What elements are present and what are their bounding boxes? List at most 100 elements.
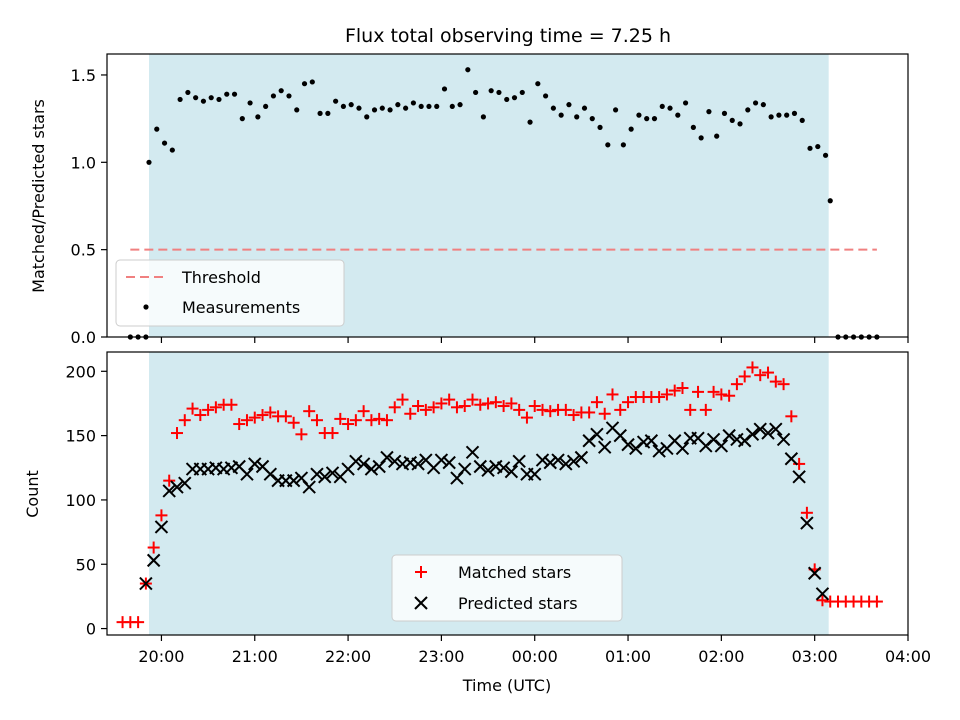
- predicted-star-point: [496, 461, 511, 475]
- matched-star-point: [147, 541, 160, 554]
- measurement-point: [752, 100, 759, 106]
- measurement-point: [504, 96, 510, 103]
- measurement-point: [768, 114, 774, 120]
- bottom-ytick-label: 200: [65, 362, 96, 381]
- predicted-star-point: [442, 455, 456, 470]
- matched-star-point: [279, 410, 292, 423]
- bottom-xtick-label: 01:00: [605, 647, 651, 666]
- matched-star-point: [653, 391, 666, 404]
- matched-star-point: [155, 509, 168, 522]
- measurement-point: [263, 103, 269, 110]
- measurement-point: [364, 114, 370, 120]
- matched-star-point: [497, 400, 510, 413]
- bottom-x-axis: 20:00 21:00 22:00 23:00 00:00 01:00 02:00 03:00…: [138, 635, 931, 666]
- matched-star-point: [505, 397, 518, 410]
- matched-star-point: [785, 410, 798, 423]
- top-ytick-label: 0.0: [71, 328, 96, 347]
- matched-star-point: [435, 397, 448, 410]
- bottom-xtick-label: 20:00: [138, 647, 184, 666]
- predicted-star-point: [349, 454, 363, 469]
- measurement-point: [550, 105, 556, 111]
- measurement-point: [597, 124, 603, 130]
- measurement-point: [760, 102, 766, 108]
- bottom-ytick-label: 150: [65, 427, 96, 446]
- predicted-star-point: [559, 457, 573, 471]
- predicted-star-point: [543, 455, 557, 470]
- measurement-point: [441, 86, 448, 92]
- matched-star-point: [528, 400, 541, 413]
- bottom-xtick-label: 21:00: [232, 647, 278, 666]
- legend-measurements-swatch: [143, 304, 149, 310]
- measurement-point: [216, 96, 222, 103]
- measurement-point: [745, 107, 751, 113]
- matched-star-point: [194, 409, 207, 422]
- measurement-point: [690, 124, 696, 130]
- measurement-point: [255, 114, 261, 120]
- matched-star-point: [388, 401, 401, 414]
- measurement-point: [371, 107, 378, 113]
- matched-star-point: [559, 403, 572, 416]
- bottom-panel: 0 50 100 150 200 20:00 21:00 22:00 23:00 00:00 01…: [23, 351, 931, 695]
- legend-predicted-label: Predicted stars: [458, 594, 578, 613]
- matched-star-point: [365, 414, 378, 427]
- matched-star-point: [349, 414, 362, 427]
- matched-star-point: [583, 406, 596, 419]
- top-plot-frame: [106, 53, 909, 338]
- measurement-point: [286, 93, 292, 99]
- legend-matched-swatch: [415, 566, 427, 578]
- matched-star-point: [816, 594, 829, 607]
- matched-star-point: [614, 403, 627, 416]
- legend-measurements-label: Measurements: [182, 298, 300, 317]
- predicted-star-point: [286, 473, 301, 488]
- measurement-point: [714, 133, 720, 139]
- predicted-star-point: [551, 453, 565, 467]
- predicted-star-point: [310, 467, 324, 481]
- measurement-point: [333, 98, 339, 104]
- measurement-point: [628, 126, 634, 132]
- predicted-star-point: [504, 464, 519, 479]
- bottom-ytick-label: 100: [65, 491, 96, 510]
- matched-star-point: [163, 474, 176, 487]
- top-y-axis-label: Matched/Predicted stars: [29, 99, 48, 293]
- measurement-point: [185, 89, 191, 96]
- predicted-star-point: [574, 450, 589, 465]
- matched-star-point: [590, 396, 603, 409]
- matched-star-point: [707, 385, 720, 398]
- measurement-point: [410, 100, 417, 106]
- measurement-point: [224, 91, 230, 97]
- bottom-y-axis: 0 50 100 150 200: [65, 362, 107, 639]
- measurement-point: [465, 67, 471, 73]
- matched-star-point: [443, 393, 456, 406]
- top-y-axis: 0.0 0.5 1.0 1.5: [71, 66, 107, 347]
- measurement-point: [543, 93, 549, 99]
- matched-star-point: [482, 397, 495, 410]
- bottom-xtick-label: 03:00: [792, 647, 838, 666]
- matched-star-point: [668, 384, 681, 397]
- predicted-star-point: [178, 476, 192, 490]
- matched-star-point: [287, 416, 300, 429]
- matched-star-point: [209, 401, 222, 414]
- matched-star-point: [419, 403, 432, 416]
- matched-star-point: [186, 402, 199, 415]
- bottom-legend: Matched stars Predicted stars: [391, 554, 623, 622]
- predicted-star-point: [769, 422, 783, 436]
- top-ytick-label: 1.5: [71, 66, 96, 85]
- matched-star-point: [342, 418, 355, 431]
- matched-star-point: [746, 361, 759, 374]
- predicted-stars-series: [139, 421, 830, 601]
- bottom-xtick-label: 23:00: [418, 647, 464, 666]
- matched-star-point: [240, 414, 253, 427]
- bottom-legend-box: [391, 554, 623, 622]
- predicted-star-point: [473, 459, 487, 474]
- measurement-point: [827, 198, 833, 204]
- bottom-plot-frame: [106, 351, 909, 636]
- measurement-point: [535, 81, 541, 87]
- matched-star-point: [544, 405, 557, 418]
- matched-star-point: [256, 409, 269, 422]
- measurement-point: [589, 116, 595, 122]
- measurement-point: [473, 89, 479, 96]
- predicted-star-point: [388, 454, 402, 469]
- measurement-point: [659, 103, 665, 110]
- predicted-star-point: [792, 470, 806, 484]
- predicted-star-point: [240, 467, 254, 481]
